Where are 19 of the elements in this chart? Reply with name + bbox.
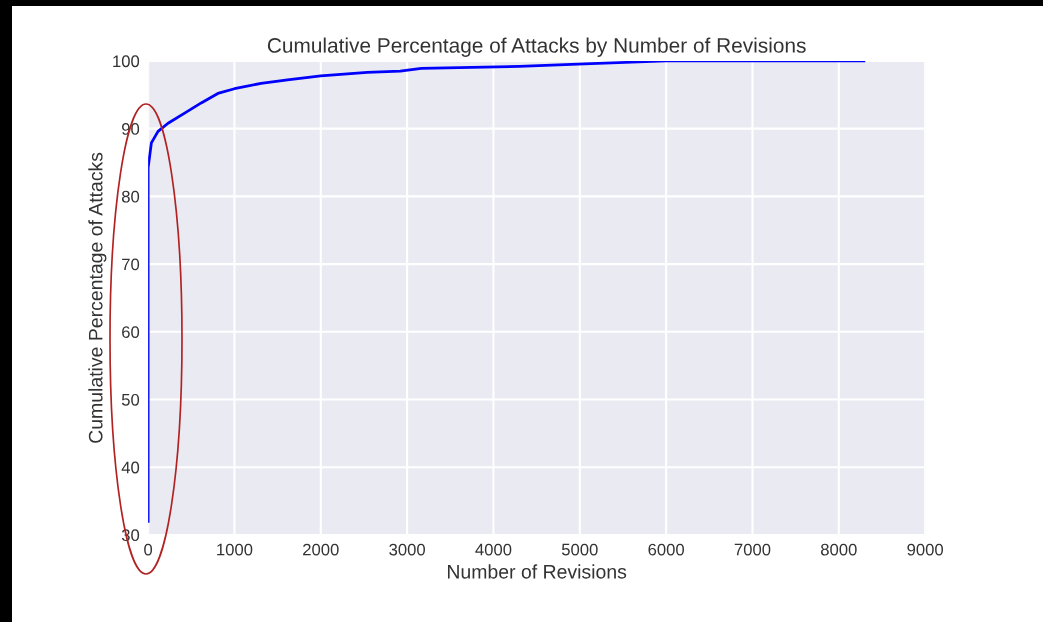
- x-tick-label: 9000: [907, 543, 944, 556]
- x-tick-label: 0: [144, 543, 153, 556]
- y-tick-label: 60: [122, 326, 140, 338]
- y-tick-label: 70: [122, 258, 140, 271]
- y-tick-label: 40: [121, 461, 140, 474]
- y-tick-label: 50: [121, 393, 140, 406]
- chart-title: Cumulative Percentage of Attacks by Number of Revisions: [267, 37, 806, 57]
- y-tick-label: 80: [121, 190, 140, 203]
- x-tick-label: 4000: [475, 543, 512, 556]
- x-tick-label: 6000: [648, 543, 685, 556]
- x-tick-label: 1000: [217, 543, 253, 556]
- y-axis-title: Cumulative Percentage of Attacks: [88, 152, 107, 443]
- x-tick-label: 3000: [389, 543, 426, 556]
- x-tick-label: 7000: [734, 543, 771, 556]
- x-tick-label: 2000: [303, 543, 339, 556]
- x-axis-title: Number of Revisions: [447, 564, 627, 579]
- y-tick-label: 100: [113, 55, 140, 68]
- x-tick-label: 5000: [561, 543, 598, 556]
- x-tick-label: 8000: [820, 543, 857, 556]
